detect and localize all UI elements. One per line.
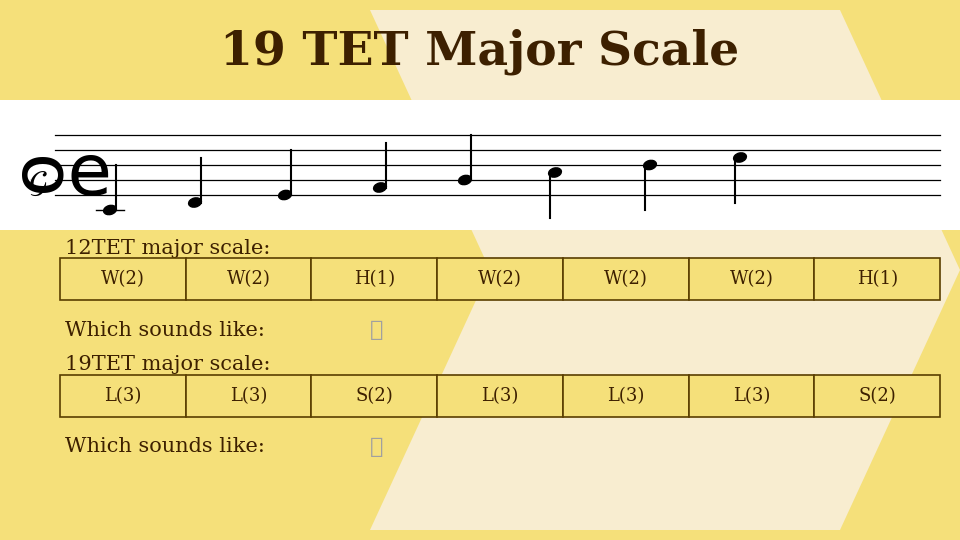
Text: W(2): W(2) (604, 270, 648, 288)
Text: 🔈: 🔈 (370, 320, 383, 340)
Ellipse shape (459, 176, 471, 185)
Text: L(3): L(3) (607, 387, 644, 405)
Ellipse shape (733, 153, 746, 162)
Bar (688, 375, 814, 417)
Text: H(1): H(1) (856, 270, 898, 288)
Ellipse shape (104, 205, 116, 215)
Text: L(3): L(3) (105, 387, 141, 405)
Text: 🔈: 🔈 (370, 437, 383, 457)
Bar (60, 375, 185, 417)
Text: 19TET major scale:: 19TET major scale: (65, 355, 271, 375)
Text: W(2): W(2) (101, 270, 145, 288)
Text: S(2): S(2) (355, 387, 394, 405)
Ellipse shape (373, 183, 386, 192)
Bar (688, 258, 814, 300)
Text: Which sounds like:: Which sounds like: (65, 437, 265, 456)
Bar (437, 375, 563, 417)
Text: W(2): W(2) (227, 270, 271, 288)
Bar (185, 258, 311, 300)
Bar (814, 258, 940, 300)
Text: 19 TET Major Scale: 19 TET Major Scale (221, 29, 739, 75)
Bar (311, 258, 437, 300)
Polygon shape (370, 10, 960, 530)
Text: L(3): L(3) (732, 387, 770, 405)
Bar (814, 375, 940, 417)
Bar (0, 100, 960, 230)
Text: S(2): S(2) (858, 387, 896, 405)
Bar (563, 258, 688, 300)
Text: Which sounds like:: Which sounds like: (65, 321, 265, 340)
Bar (185, 375, 311, 417)
Text: L(3): L(3) (229, 387, 267, 405)
Ellipse shape (548, 168, 562, 177)
Text: $\mathcal{G}$: $\mathcal{G}$ (28, 169, 48, 198)
Text: W(2): W(2) (478, 270, 522, 288)
Ellipse shape (278, 190, 292, 200)
Bar (437, 258, 563, 300)
Bar (563, 375, 688, 417)
Text: ᴑe: ᴑe (18, 140, 112, 210)
Text: L(3): L(3) (481, 387, 518, 405)
Text: 12TET major scale:: 12TET major scale: (65, 239, 271, 258)
Ellipse shape (643, 160, 657, 170)
Text: W(2): W(2) (730, 270, 774, 288)
Ellipse shape (188, 198, 202, 207)
Text: H(1): H(1) (353, 270, 395, 288)
Bar (60, 258, 185, 300)
Bar (311, 375, 437, 417)
